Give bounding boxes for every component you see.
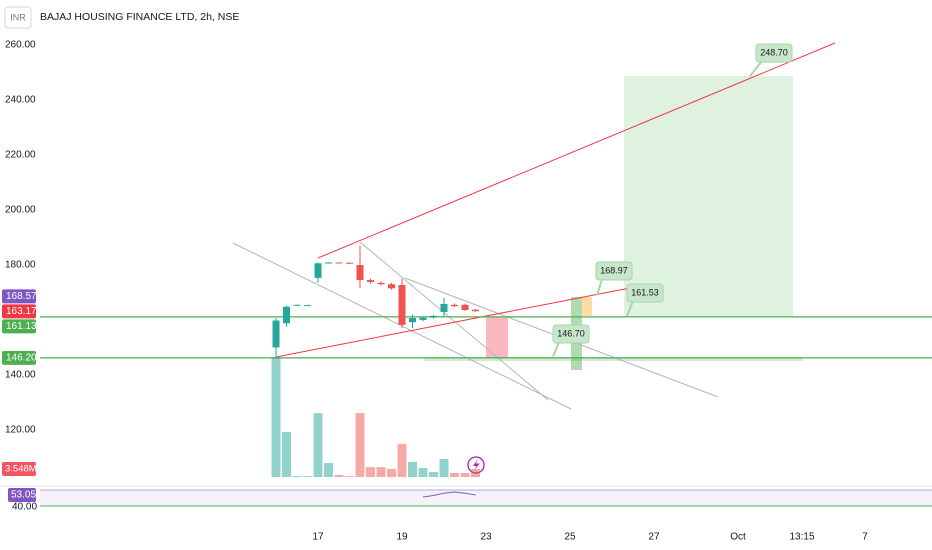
- annotation-pointer: [596, 278, 603, 296]
- x-tick-label: 23: [480, 532, 492, 543]
- candle-body: [451, 304, 459, 307]
- symbol-title: BAJAJ HOUSING FINANCE LTD, 2h, NSE: [40, 11, 239, 23]
- candle-body: [325, 262, 333, 264]
- currency: INR: [10, 12, 26, 22]
- candle-body: [335, 262, 343, 264]
- volume-label: 3.548M: [5, 464, 37, 475]
- volume-bar: [355, 413, 365, 477]
- price-label-box: [2, 319, 36, 334]
- trend-line: [275, 286, 636, 358]
- volume-bar: [460, 472, 470, 477]
- rsi-band: [40, 490, 932, 506]
- candle-body: [304, 305, 312, 307]
- zone-strip: [424, 357, 803, 361]
- price-label-box: [2, 289, 36, 304]
- candle-body: [472, 309, 480, 312]
- annotation-label: 161.53: [631, 287, 659, 297]
- y-tick-label: 260.00: [5, 40, 36, 51]
- volume-bar: [303, 476, 313, 477]
- x-tick-label: 17: [312, 532, 324, 543]
- price-label: 146.20: [6, 353, 37, 364]
- volume-bar: [334, 474, 344, 477]
- x-tick-label: 27: [648, 532, 660, 543]
- annotation-pointer: [626, 300, 634, 317]
- y-tick-label: 180.00: [5, 260, 36, 271]
- candle-body: [283, 306, 291, 324]
- rsi-line: [422, 491, 476, 498]
- volume-bar: [292, 476, 302, 477]
- volume-bar: [387, 468, 397, 477]
- volume-bar: [282, 432, 292, 477]
- candle-body: [314, 263, 322, 278]
- volume-bar: [397, 443, 407, 477]
- x-tick-label: 13:15: [790, 532, 815, 543]
- y-tick-label: 200.00: [5, 205, 36, 216]
- candle-body: [346, 262, 354, 264]
- annotation-box: [626, 283, 664, 303]
- stop-zone: [486, 317, 508, 358]
- volume-bar: [345, 476, 355, 477]
- volume-bar: [439, 459, 449, 477]
- x-tick-label: 25: [564, 532, 576, 543]
- annotation-box: [552, 324, 590, 344]
- annotation-label: 248.70: [760, 47, 788, 57]
- candle-body: [356, 264, 364, 281]
- annotation-label: 146.70: [557, 328, 585, 338]
- event-icon-bolt: [473, 459, 480, 471]
- candle-body: [272, 320, 280, 348]
- price-label-box: [2, 304, 36, 319]
- price-label: 163.17: [6, 306, 37, 317]
- candle-body: [398, 285, 406, 325]
- volume-bar: [271, 357, 281, 477]
- candle-body: [430, 315, 438, 318]
- price-label-box: [2, 350, 36, 365]
- candle-body: [293, 304, 301, 306]
- candle-body: [409, 318, 417, 323]
- volume-label-box: [2, 462, 36, 477]
- rsi-label: 53.05: [11, 490, 36, 501]
- currency-box[interactable]: [4, 6, 32, 29]
- x-tick-label: 7: [862, 532, 868, 543]
- volume-bar: [376, 467, 386, 477]
- candle-body: [440, 304, 448, 312]
- volume-bar: [366, 467, 376, 477]
- target-zone: [624, 76, 793, 317]
- price-label: 161.13: [6, 321, 37, 332]
- zone: [582, 297, 592, 316]
- annotation-box: [595, 261, 633, 281]
- volume-bar: [450, 472, 460, 477]
- x-tick-label: Oct: [730, 532, 746, 543]
- volume-bar: [313, 413, 323, 477]
- volume-bar: [429, 472, 439, 477]
- x-tick-label: 19: [396, 532, 408, 543]
- candle-body: [367, 280, 375, 283]
- annotation-label: 168.97: [600, 265, 628, 275]
- candle-body: [377, 282, 385, 285]
- price-label: 168.57: [6, 291, 37, 302]
- trend-line: [359, 241, 549, 401]
- volume-bar: [324, 463, 334, 477]
- volume-bar: [418, 468, 428, 477]
- y-tick-label: 240.00: [5, 95, 36, 106]
- annotation-box: [755, 43, 793, 63]
- y-tick-label: 140.00: [5, 370, 36, 381]
- annotation-pointer: [552, 341, 560, 357]
- y-tick-label: 220.00: [5, 150, 36, 161]
- rsi-label-box: [8, 487, 36, 502]
- rsi-tick-label: 40.00: [12, 502, 37, 513]
- candle-body: [419, 317, 427, 320]
- volume-bar: [408, 461, 418, 477]
- volume-bar: [471, 469, 481, 477]
- candle-body: [388, 284, 396, 289]
- trend-line: [317, 42, 836, 259]
- annotation-pointer: [749, 60, 763, 77]
- y-tick-label: 120.00: [5, 425, 36, 436]
- candle-body: [461, 304, 469, 311]
